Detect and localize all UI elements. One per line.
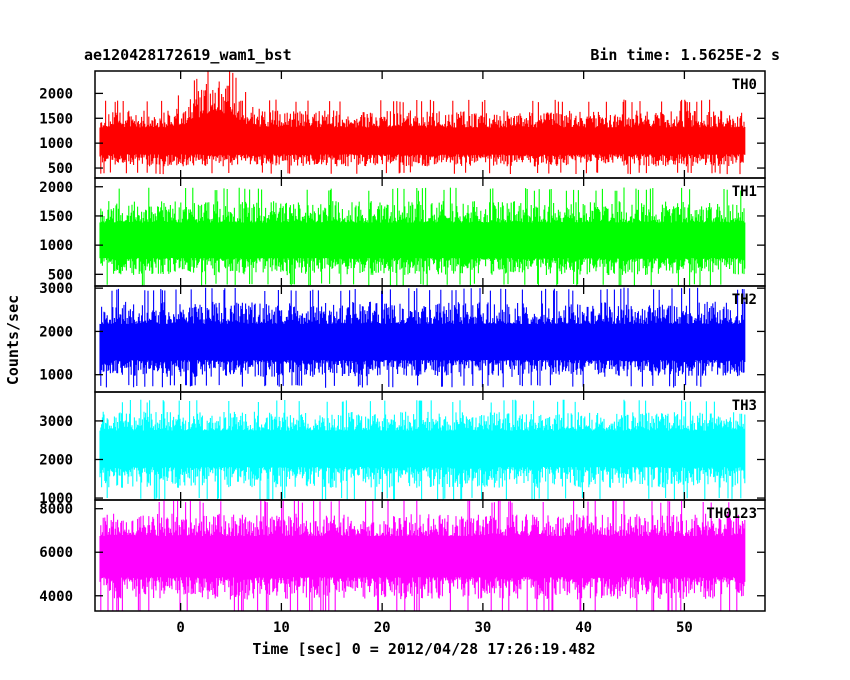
y-tick-label: 2000 [39,324,73,340]
x-tick-label: 0 [176,620,184,636]
series-th2 [99,287,746,388]
panel-th0123: 4000 6000 8000 TH0123 [39,499,766,612]
y-axis-label: Counts/sec [4,295,22,385]
y-tick-label: 2000 [39,180,73,196]
chart-title-left: ae120428172619_wam1_bst [84,46,292,64]
y-tick-label: 3000 [39,281,73,297]
panels-group: 500 1000 1500 2000 TH0 500 1000 1500 2000 TH1 1000… [39,70,766,612]
y-tick-label: 4000 [39,589,73,605]
panel-label: TH3 [732,398,757,414]
x-tick-label: 30 [474,620,491,636]
y-tick-label: 500 [48,161,73,177]
panel-label: TH0123 [706,506,757,522]
series-th3 [99,399,746,500]
chart-title-right: Bin time: 1.5625E-2 s [590,46,780,64]
panel-label: TH0 [732,77,757,93]
series-th1 [99,187,746,286]
panel-th0: 500 1000 1500 2000 TH0 [39,70,766,179]
y-tick-label: 1000 [39,238,73,254]
x-tick-label: 50 [676,620,693,636]
panel-th3: 1000 2000 3000 TH3 [39,391,766,507]
y-tick-label: 1000 [39,136,73,152]
panel-label: TH2 [732,292,757,308]
x-tick-label: 10 [273,620,290,636]
series-th0123 [99,500,746,611]
y-tick-label: 500 [48,267,73,283]
panel-th1: 500 1000 1500 2000 TH1 [39,177,766,287]
series-th0 [99,71,746,175]
y-tick-label: 1000 [39,368,73,384]
x-axis-label: Time [sec] 0 = 2012/04/28 17:26:19.482 [252,640,595,658]
y-tick-label: 1000 [39,491,73,507]
y-tick-label: 3000 [39,414,73,430]
panel-frame [94,499,766,612]
x-axis: 0 10 20 30 40 50 [176,620,692,636]
y-tick-label: 2000 [39,453,73,469]
y-tick-label: 2000 [39,86,73,102]
y-tick-label: 8000 [39,502,73,518]
y-tick-label: 1500 [39,111,73,127]
panel-label: TH1 [732,184,757,200]
x-tick-label: 20 [374,620,391,636]
x-tick-label: 40 [575,620,592,636]
y-tick-label: 6000 [39,545,73,561]
y-tick-label: 1500 [39,209,73,225]
panel-th2: 1000 2000 3000 TH2 [39,281,766,393]
